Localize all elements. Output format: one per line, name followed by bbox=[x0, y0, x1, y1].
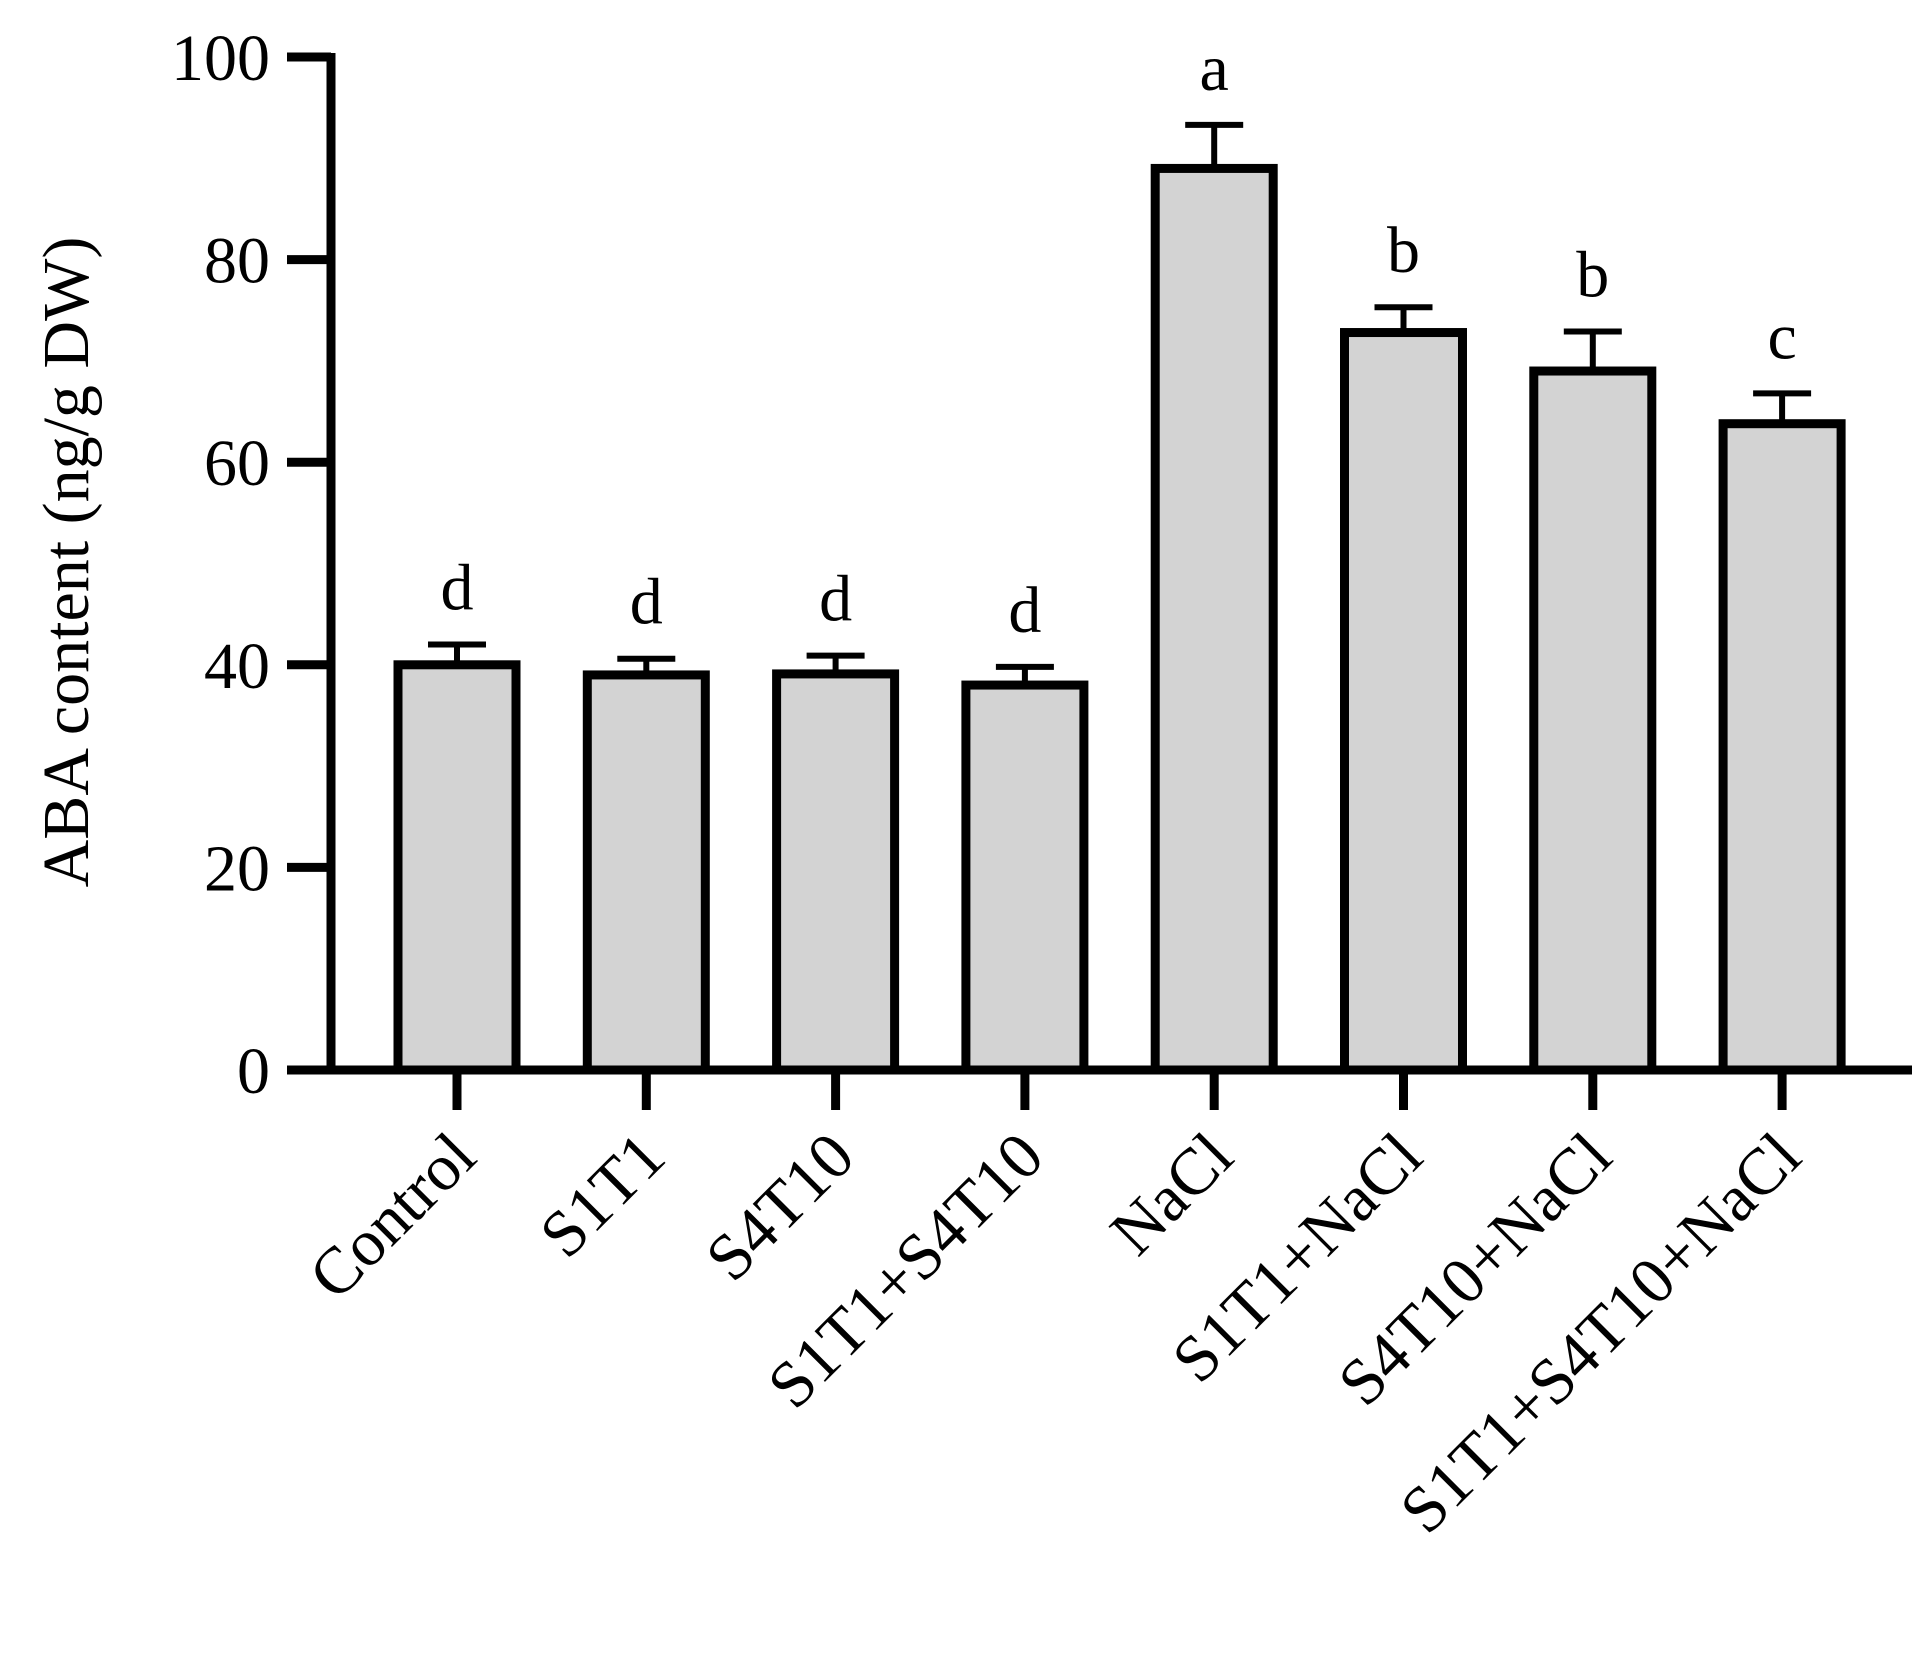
bar bbox=[393, 660, 521, 1075]
significance-letter: d bbox=[630, 566, 663, 639]
y-tick-label: 80 bbox=[204, 225, 270, 298]
y-tick-label: 0 bbox=[237, 1035, 270, 1108]
y-tick-label: 100 bbox=[171, 22, 270, 95]
y-tick-label: 20 bbox=[204, 832, 270, 905]
y-axis-label: ABA content (ng/g DW) bbox=[30, 237, 103, 888]
bar bbox=[582, 670, 710, 1075]
bar bbox=[1529, 366, 1657, 1075]
bar bbox=[1340, 328, 1467, 1075]
bar bbox=[1718, 419, 1846, 1075]
y-tick-label: 40 bbox=[204, 630, 270, 703]
significance-letter: b bbox=[1387, 214, 1420, 287]
bar bbox=[772, 669, 900, 1075]
bars: d d d d a b b c bbox=[393, 32, 1846, 1075]
significance-letter: d bbox=[1008, 574, 1041, 647]
axes: 0 20 40 60 80 100 bbox=[171, 22, 1912, 1110]
significance-letter: d bbox=[441, 552, 474, 625]
category-label: S1T1 bbox=[526, 1119, 679, 1272]
significance-letter: d bbox=[819, 563, 852, 636]
y-tick-label: 60 bbox=[204, 427, 270, 500]
significance-letter: a bbox=[1200, 32, 1229, 105]
bar bbox=[961, 680, 1089, 1075]
significance-letter: c bbox=[1767, 300, 1796, 373]
bar bbox=[1150, 163, 1278, 1075]
category-label: Control bbox=[295, 1119, 489, 1313]
category-label: NaCl bbox=[1097, 1119, 1247, 1269]
category-label: S4T10 bbox=[692, 1119, 868, 1295]
significance-letter: b bbox=[1576, 239, 1609, 312]
